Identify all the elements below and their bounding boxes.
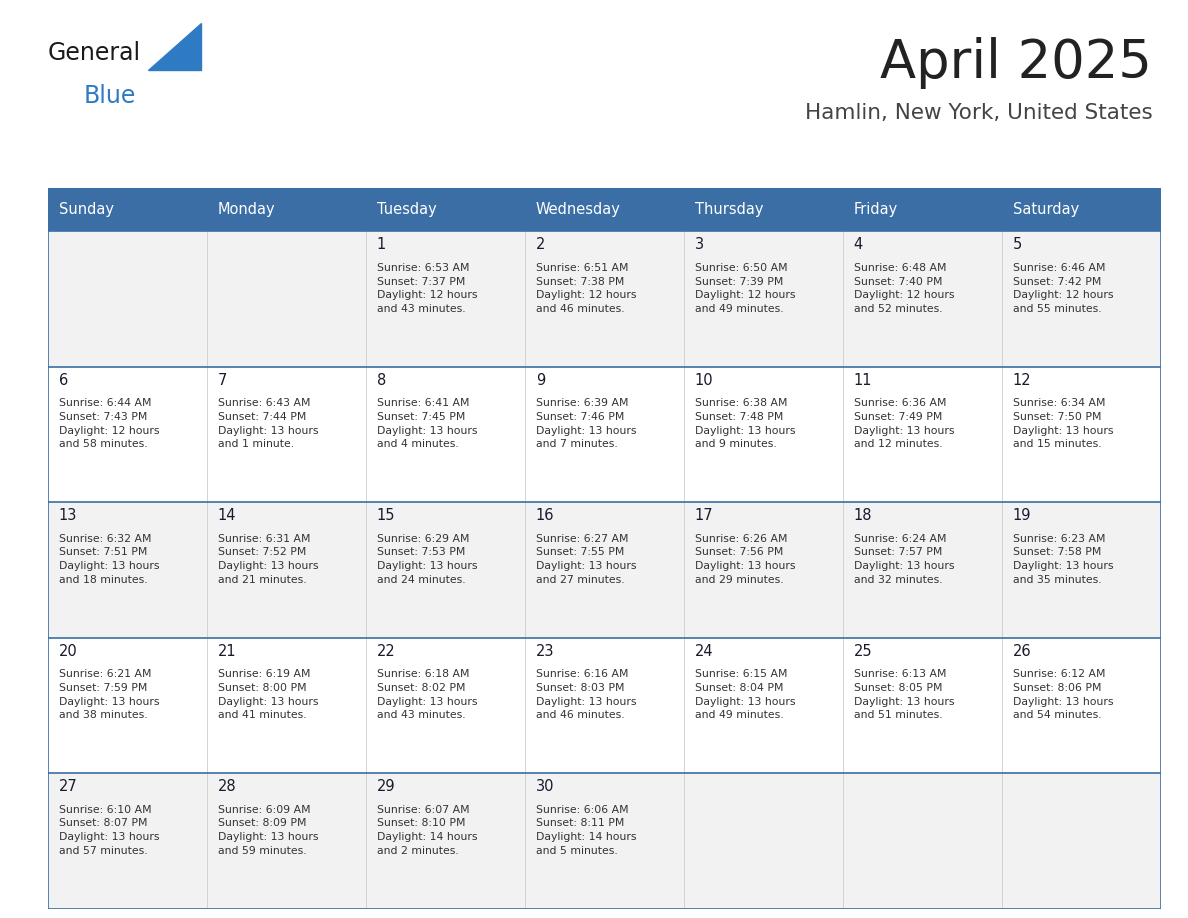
Text: Sunrise: 6:15 AM
Sunset: 8:04 PM
Daylight: 13 hours
and 49 minutes.: Sunrise: 6:15 AM Sunset: 8:04 PM Dayligh…	[695, 669, 795, 720]
Text: 9: 9	[536, 373, 545, 387]
Text: 19: 19	[1013, 509, 1031, 523]
Text: Sunrise: 6:39 AM
Sunset: 7:46 PM
Daylight: 13 hours
and 7 minutes.: Sunrise: 6:39 AM Sunset: 7:46 PM Dayligh…	[536, 398, 637, 449]
Text: 12: 12	[1013, 373, 1031, 387]
Text: Sunrise: 6:13 AM
Sunset: 8:05 PM
Daylight: 13 hours
and 51 minutes.: Sunrise: 6:13 AM Sunset: 8:05 PM Dayligh…	[854, 669, 954, 720]
Text: 26: 26	[1013, 644, 1031, 658]
Text: 17: 17	[695, 509, 713, 523]
Text: 11: 11	[854, 373, 872, 387]
Text: Sunrise: 6:44 AM
Sunset: 7:43 PM
Daylight: 12 hours
and 58 minutes.: Sunrise: 6:44 AM Sunset: 7:43 PM Dayligh…	[58, 398, 159, 449]
Text: Sunrise: 6:41 AM
Sunset: 7:45 PM
Daylight: 13 hours
and 4 minutes.: Sunrise: 6:41 AM Sunset: 7:45 PM Dayligh…	[377, 398, 478, 449]
Text: 18: 18	[854, 509, 872, 523]
Text: Monday: Monday	[217, 202, 276, 218]
Text: 4: 4	[854, 237, 862, 252]
Text: Sunday: Sunday	[58, 202, 114, 218]
Text: Sunrise: 6:10 AM
Sunset: 8:07 PM
Daylight: 13 hours
and 57 minutes.: Sunrise: 6:10 AM Sunset: 8:07 PM Dayligh…	[58, 805, 159, 856]
Text: 10: 10	[695, 373, 713, 387]
Text: Sunrise: 6:26 AM
Sunset: 7:56 PM
Daylight: 13 hours
and 29 minutes.: Sunrise: 6:26 AM Sunset: 7:56 PM Dayligh…	[695, 534, 795, 585]
Text: Sunrise: 6:16 AM
Sunset: 8:03 PM
Daylight: 13 hours
and 46 minutes.: Sunrise: 6:16 AM Sunset: 8:03 PM Dayligh…	[536, 669, 637, 720]
FancyBboxPatch shape	[48, 188, 1161, 231]
Text: 13: 13	[58, 509, 77, 523]
Text: Sunrise: 6:27 AM
Sunset: 7:55 PM
Daylight: 13 hours
and 27 minutes.: Sunrise: 6:27 AM Sunset: 7:55 PM Dayligh…	[536, 534, 637, 585]
Text: Sunrise: 6:12 AM
Sunset: 8:06 PM
Daylight: 13 hours
and 54 minutes.: Sunrise: 6:12 AM Sunset: 8:06 PM Dayligh…	[1013, 669, 1113, 720]
Text: 8: 8	[377, 373, 386, 387]
Text: 15: 15	[377, 509, 396, 523]
Text: 1: 1	[377, 237, 386, 252]
Text: General: General	[48, 41, 140, 65]
Text: 30: 30	[536, 779, 555, 794]
Text: 22: 22	[377, 644, 396, 658]
Text: Tuesday: Tuesday	[377, 202, 436, 218]
Text: 25: 25	[854, 644, 872, 658]
Text: 23: 23	[536, 644, 555, 658]
Text: Sunrise: 6:43 AM
Sunset: 7:44 PM
Daylight: 13 hours
and 1 minute.: Sunrise: 6:43 AM Sunset: 7:44 PM Dayligh…	[217, 398, 318, 449]
Text: 5: 5	[1013, 237, 1022, 252]
Text: Sunrise: 6:53 AM
Sunset: 7:37 PM
Daylight: 12 hours
and 43 minutes.: Sunrise: 6:53 AM Sunset: 7:37 PM Dayligh…	[377, 263, 478, 314]
Text: Sunrise: 6:34 AM
Sunset: 7:50 PM
Daylight: 13 hours
and 15 minutes.: Sunrise: 6:34 AM Sunset: 7:50 PM Dayligh…	[1013, 398, 1113, 449]
Text: Sunrise: 6:51 AM
Sunset: 7:38 PM
Daylight: 12 hours
and 46 minutes.: Sunrise: 6:51 AM Sunset: 7:38 PM Dayligh…	[536, 263, 637, 314]
Text: Sunrise: 6:09 AM
Sunset: 8:09 PM
Daylight: 13 hours
and 59 minutes.: Sunrise: 6:09 AM Sunset: 8:09 PM Dayligh…	[217, 805, 318, 856]
Polygon shape	[148, 23, 201, 71]
FancyBboxPatch shape	[48, 773, 1161, 909]
Text: Sunrise: 6:48 AM
Sunset: 7:40 PM
Daylight: 12 hours
and 52 minutes.: Sunrise: 6:48 AM Sunset: 7:40 PM Dayligh…	[854, 263, 954, 314]
Text: 6: 6	[58, 373, 68, 387]
Text: 24: 24	[695, 644, 713, 658]
FancyBboxPatch shape	[48, 231, 1161, 367]
Text: 21: 21	[217, 644, 236, 658]
Text: Blue: Blue	[84, 84, 137, 107]
Text: Sunrise: 6:24 AM
Sunset: 7:57 PM
Daylight: 13 hours
and 32 minutes.: Sunrise: 6:24 AM Sunset: 7:57 PM Dayligh…	[854, 534, 954, 585]
Text: Hamlin, New York, United States: Hamlin, New York, United States	[804, 103, 1152, 123]
Text: Friday: Friday	[854, 202, 898, 218]
Text: Sunrise: 6:50 AM
Sunset: 7:39 PM
Daylight: 12 hours
and 49 minutes.: Sunrise: 6:50 AM Sunset: 7:39 PM Dayligh…	[695, 263, 795, 314]
Text: 20: 20	[58, 644, 77, 658]
Text: Sunrise: 6:36 AM
Sunset: 7:49 PM
Daylight: 13 hours
and 12 minutes.: Sunrise: 6:36 AM Sunset: 7:49 PM Dayligh…	[854, 398, 954, 449]
Text: Wednesday: Wednesday	[536, 202, 620, 218]
Text: Sunrise: 6:46 AM
Sunset: 7:42 PM
Daylight: 12 hours
and 55 minutes.: Sunrise: 6:46 AM Sunset: 7:42 PM Dayligh…	[1013, 263, 1113, 314]
Text: Sunrise: 6:06 AM
Sunset: 8:11 PM
Daylight: 14 hours
and 5 minutes.: Sunrise: 6:06 AM Sunset: 8:11 PM Dayligh…	[536, 805, 637, 856]
Text: Sunrise: 6:29 AM
Sunset: 7:53 PM
Daylight: 13 hours
and 24 minutes.: Sunrise: 6:29 AM Sunset: 7:53 PM Dayligh…	[377, 534, 478, 585]
Text: 16: 16	[536, 509, 555, 523]
Text: Sunrise: 6:38 AM
Sunset: 7:48 PM
Daylight: 13 hours
and 9 minutes.: Sunrise: 6:38 AM Sunset: 7:48 PM Dayligh…	[695, 398, 795, 449]
Text: Thursday: Thursday	[695, 202, 763, 218]
FancyBboxPatch shape	[48, 502, 1161, 638]
Text: Sunrise: 6:07 AM
Sunset: 8:10 PM
Daylight: 14 hours
and 2 minutes.: Sunrise: 6:07 AM Sunset: 8:10 PM Dayligh…	[377, 805, 478, 856]
Text: 27: 27	[58, 779, 77, 794]
Text: 29: 29	[377, 779, 396, 794]
Text: Sunrise: 6:23 AM
Sunset: 7:58 PM
Daylight: 13 hours
and 35 minutes.: Sunrise: 6:23 AM Sunset: 7:58 PM Dayligh…	[1013, 534, 1113, 585]
Text: Sunrise: 6:31 AM
Sunset: 7:52 PM
Daylight: 13 hours
and 21 minutes.: Sunrise: 6:31 AM Sunset: 7:52 PM Dayligh…	[217, 534, 318, 585]
Text: Sunrise: 6:21 AM
Sunset: 7:59 PM
Daylight: 13 hours
and 38 minutes.: Sunrise: 6:21 AM Sunset: 7:59 PM Dayligh…	[58, 669, 159, 720]
Text: 2: 2	[536, 237, 545, 252]
Text: 3: 3	[695, 237, 703, 252]
Text: 7: 7	[217, 373, 227, 387]
Text: 28: 28	[217, 779, 236, 794]
Text: Sunrise: 6:19 AM
Sunset: 8:00 PM
Daylight: 13 hours
and 41 minutes.: Sunrise: 6:19 AM Sunset: 8:00 PM Dayligh…	[217, 669, 318, 720]
Text: April 2025: April 2025	[880, 37, 1152, 89]
Text: 14: 14	[217, 509, 236, 523]
Text: Sunrise: 6:18 AM
Sunset: 8:02 PM
Daylight: 13 hours
and 43 minutes.: Sunrise: 6:18 AM Sunset: 8:02 PM Dayligh…	[377, 669, 478, 720]
Text: Sunrise: 6:32 AM
Sunset: 7:51 PM
Daylight: 13 hours
and 18 minutes.: Sunrise: 6:32 AM Sunset: 7:51 PM Dayligh…	[58, 534, 159, 585]
FancyBboxPatch shape	[48, 367, 1161, 502]
Text: Saturday: Saturday	[1013, 202, 1079, 218]
FancyBboxPatch shape	[48, 638, 1161, 773]
